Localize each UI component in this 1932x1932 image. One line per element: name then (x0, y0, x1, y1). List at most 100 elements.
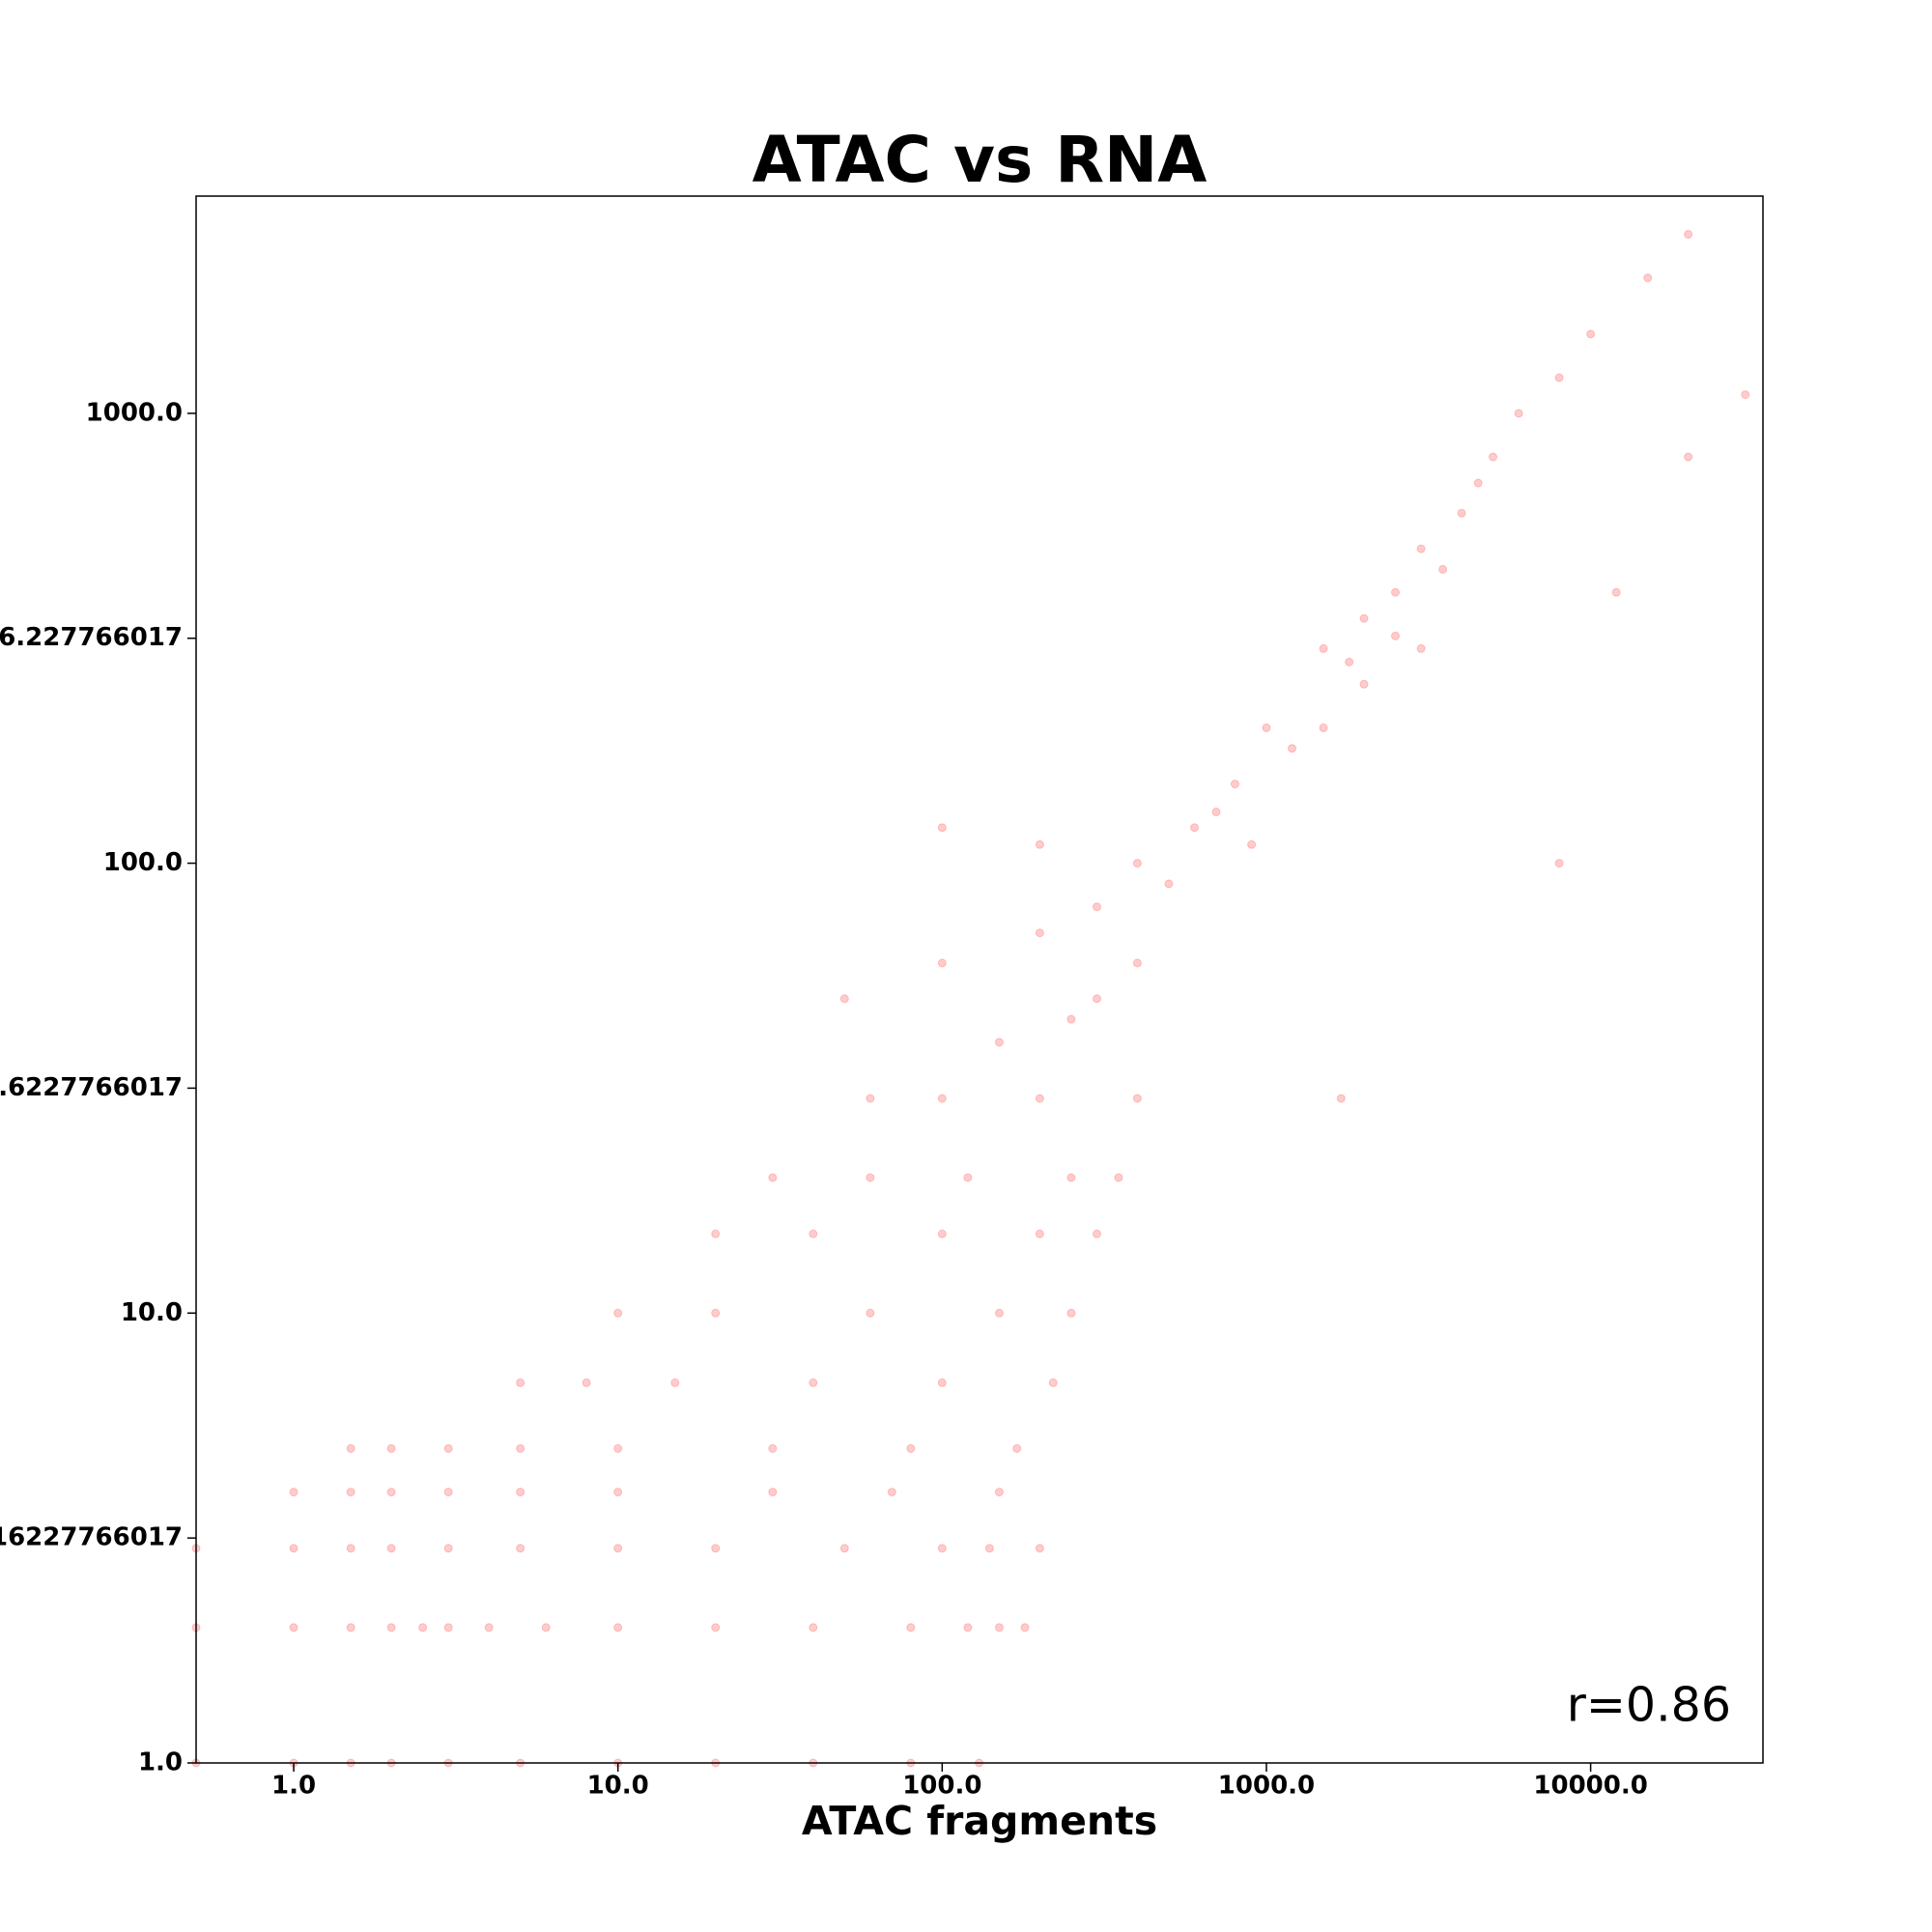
point (906, 1623, 916, 1633)
point (1114, 1173, 1123, 1182)
point (1473, 478, 1483, 488)
point (937, 1378, 947, 1387)
point (443, 1544, 453, 1553)
point (613, 1488, 623, 1497)
point (1438, 564, 1448, 574)
point (1092, 994, 1101, 1004)
point (346, 1443, 355, 1453)
point (1319, 643, 1328, 653)
point (289, 1488, 298, 1497)
x-tick-label: 1.0 (271, 1772, 316, 1801)
point (1391, 631, 1401, 640)
point (1230, 780, 1239, 789)
point (613, 1623, 623, 1633)
point (1336, 1094, 1346, 1103)
x-axis-label: ATAC fragments (802, 1798, 1157, 1844)
x-tick-label: 10.0 (587, 1772, 649, 1801)
point (1092, 902, 1101, 912)
point (1643, 273, 1653, 283)
point (1288, 744, 1297, 753)
point (670, 1378, 680, 1387)
point (386, 1443, 396, 1453)
point (711, 1308, 721, 1318)
point (711, 1544, 721, 1553)
point (1190, 823, 1200, 833)
point (289, 1544, 298, 1553)
point (1416, 643, 1426, 653)
plot-frame (195, 195, 1764, 1764)
point (937, 823, 947, 833)
chart-title: ATAC vs RNA (753, 123, 1208, 197)
point (1262, 723, 1271, 732)
point (613, 1544, 623, 1553)
point (346, 1623, 355, 1633)
point (887, 1488, 896, 1497)
point (809, 1378, 818, 1387)
point (768, 1173, 778, 1182)
point (994, 1488, 1004, 1497)
point (1611, 587, 1621, 597)
x-tick-label: 100.0 (902, 1772, 981, 1801)
point (613, 1443, 623, 1453)
y-tick-label: 1.0 (138, 1748, 183, 1777)
point (711, 1229, 721, 1238)
point (1066, 1014, 1076, 1024)
point (994, 1623, 1004, 1633)
annotation: r=0.86 (1567, 1678, 1731, 1733)
point (768, 1488, 778, 1497)
point (1554, 373, 1564, 383)
point (1035, 839, 1044, 849)
point (839, 994, 849, 1004)
point (839, 1544, 849, 1553)
point (516, 1544, 526, 1553)
point (516, 1378, 526, 1387)
point (1132, 958, 1142, 968)
point (1359, 613, 1369, 623)
point (386, 1623, 396, 1633)
y-tick-label: 100.0 (103, 848, 183, 877)
point (1066, 1173, 1076, 1182)
point (768, 1443, 778, 1453)
point (582, 1378, 591, 1387)
point (1012, 1443, 1022, 1453)
point (866, 1173, 875, 1182)
point (386, 1488, 396, 1497)
point (1489, 452, 1498, 462)
point (937, 958, 947, 968)
point (386, 1544, 396, 1553)
point (1035, 1229, 1044, 1238)
y-tick-label: 316.227766017 (0, 623, 183, 652)
point (937, 1094, 947, 1103)
point (346, 1544, 355, 1553)
point (443, 1488, 453, 1497)
y-tick-label: 31.6227766017 (0, 1073, 183, 1102)
point (1586, 329, 1596, 339)
point (1359, 679, 1369, 689)
point (443, 1443, 453, 1453)
point (1035, 1544, 1044, 1553)
point (516, 1488, 526, 1497)
point (1514, 409, 1523, 418)
x-tick-label: 10000.0 (1533, 1772, 1647, 1801)
point (1457, 508, 1466, 518)
point (516, 1443, 526, 1453)
point (289, 1623, 298, 1633)
point (809, 1229, 818, 1238)
point (1684, 452, 1693, 462)
point (613, 1308, 623, 1318)
point (1554, 859, 1564, 868)
points (191, 230, 1750, 1768)
point (984, 1544, 994, 1553)
point (484, 1623, 494, 1633)
point (1020, 1623, 1030, 1633)
point (866, 1094, 875, 1103)
point (1092, 1229, 1101, 1238)
point (1164, 879, 1174, 889)
point (1684, 230, 1693, 240)
point (1048, 1378, 1058, 1387)
point (541, 1623, 551, 1633)
point (937, 1544, 947, 1553)
point (1211, 808, 1221, 817)
y-tick-label: 3.16227766017 (0, 1523, 183, 1552)
point (711, 1623, 721, 1633)
